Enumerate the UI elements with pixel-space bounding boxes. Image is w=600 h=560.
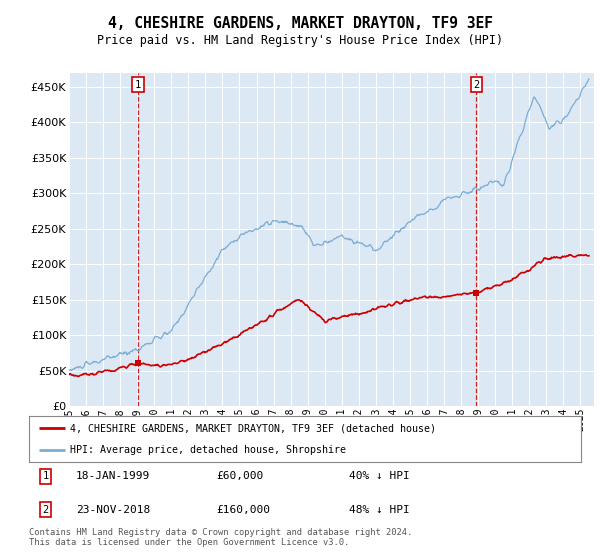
Text: HPI: Average price, detached house, Shropshire: HPI: Average price, detached house, Shro… xyxy=(70,445,346,455)
Text: £160,000: £160,000 xyxy=(217,505,271,515)
Text: 18-JAN-1999: 18-JAN-1999 xyxy=(76,472,150,482)
Text: 40% ↓ HPI: 40% ↓ HPI xyxy=(349,472,410,482)
Text: 48% ↓ HPI: 48% ↓ HPI xyxy=(349,505,410,515)
Text: 23-NOV-2018: 23-NOV-2018 xyxy=(76,505,150,515)
Text: 2: 2 xyxy=(473,80,479,90)
Text: 2: 2 xyxy=(42,505,49,515)
Text: 4, CHESHIRE GARDENS, MARKET DRAYTON, TF9 3EF (detached house): 4, CHESHIRE GARDENS, MARKET DRAYTON, TF9… xyxy=(70,423,436,433)
Text: Contains HM Land Registry data © Crown copyright and database right 2024.
This d: Contains HM Land Registry data © Crown c… xyxy=(29,528,412,547)
Text: Price paid vs. HM Land Registry's House Price Index (HPI): Price paid vs. HM Land Registry's House … xyxy=(97,34,503,46)
Text: 1: 1 xyxy=(135,80,141,90)
Text: 1: 1 xyxy=(42,472,49,482)
Text: 4, CHESHIRE GARDENS, MARKET DRAYTON, TF9 3EF: 4, CHESHIRE GARDENS, MARKET DRAYTON, TF9… xyxy=(107,16,493,31)
Text: £60,000: £60,000 xyxy=(217,472,264,482)
